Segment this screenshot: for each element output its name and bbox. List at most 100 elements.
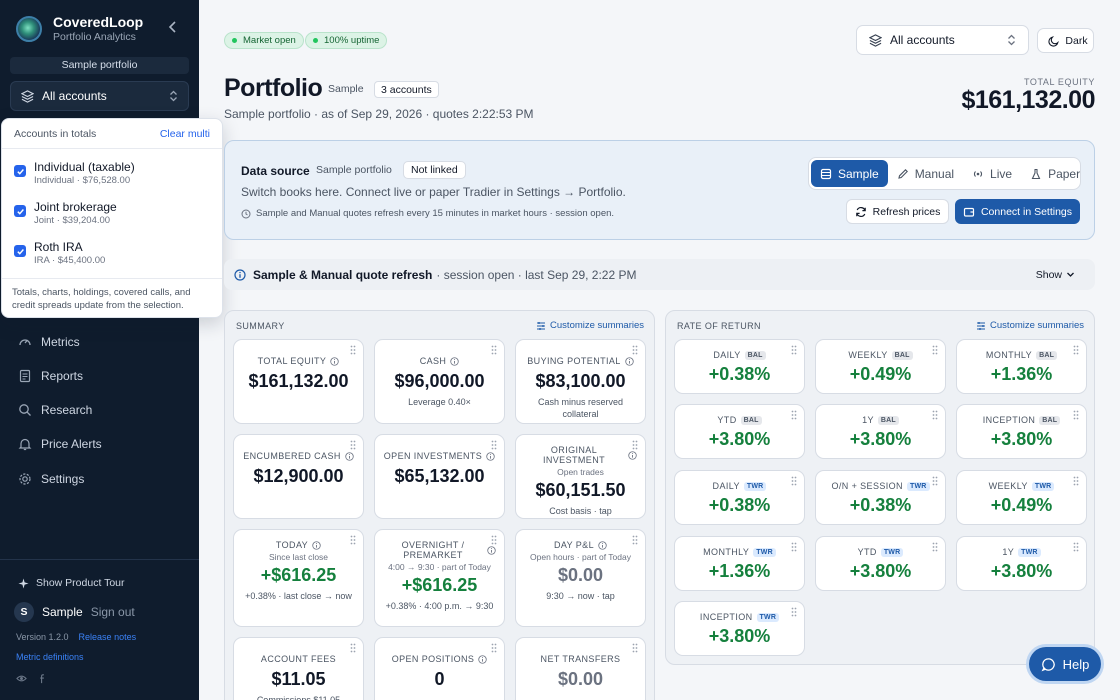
facebook-icon[interactable]: [37, 673, 48, 684]
drag-handle-icon[interactable]: [491, 345, 497, 355]
summary-card[interactable]: OPEN POSITIONS 0: [374, 637, 505, 700]
summary-card[interactable]: DAY P&L Open hours · part of Today $0.00 9:…: [515, 529, 646, 627]
account-option-roth[interactable]: Roth IRA IRA · $45,400.00: [14, 240, 105, 266]
info-icon[interactable]: [330, 356, 340, 366]
summary-card[interactable]: BUYING POTENTIAL $83,100.00 Cash minus res…: [515, 339, 646, 424]
summary-card[interactable]: TOTAL EQUITY $161,132.00: [233, 339, 364, 424]
clear-multi-button[interactable]: Clear multi: [159, 127, 210, 140]
drag-handle-icon[interactable]: [350, 345, 356, 355]
help-button[interactable]: Help: [1029, 647, 1101, 681]
drag-handle-icon[interactable]: [932, 410, 938, 420]
drag-handle-icon[interactable]: [632, 535, 638, 545]
drag-handle-icon[interactable]: [350, 535, 356, 545]
checkbox-checked[interactable]: [14, 205, 26, 217]
drag-handle-icon[interactable]: [791, 607, 797, 617]
release-notes-link[interactable]: Release notes: [78, 632, 137, 642]
return-card[interactable]: 1Y TWR +3.80%: [956, 536, 1087, 591]
return-card[interactable]: WEEKLY BAL +0.49%: [815, 339, 946, 394]
metric-definitions-link[interactable]: Metric definitions: [16, 652, 84, 662]
mode-sample-button[interactable]: Sample: [811, 160, 888, 187]
drag-handle-icon[interactable]: [350, 440, 356, 450]
summary-card[interactable]: NET TRANSFERS $0.00: [515, 637, 646, 700]
theme-toggle-button[interactable]: Dark: [1037, 28, 1094, 53]
product-tour-link[interactable]: Show Product Tour: [18, 577, 125, 589]
account-select[interactable]: All accounts: [856, 25, 1029, 55]
mode-live-button[interactable]: Live: [963, 160, 1021, 187]
connect-settings-button[interactable]: Connect in Settings: [955, 199, 1080, 224]
eye-icon[interactable]: [16, 673, 27, 684]
customize-summaries-button[interactable]: Customize summaries: [536, 320, 644, 331]
customize-returns-button[interactable]: Customize summaries: [976, 320, 1084, 331]
info-icon[interactable]: [487, 545, 496, 555]
info-icon[interactable]: [345, 451, 354, 461]
show-toggle[interactable]: Show: [1036, 269, 1075, 281]
drag-handle-icon[interactable]: [491, 643, 497, 653]
return-card[interactable]: DAILY BAL +0.38%: [674, 339, 805, 394]
brand[interactable]: CoveredLoop Portfolio Analytics: [16, 14, 143, 43]
mode-paper-button[interactable]: Paper: [1021, 160, 1089, 187]
return-card[interactable]: YTD TWR +3.80%: [815, 536, 946, 591]
return-card[interactable]: DAILY TWR +0.38%: [674, 470, 805, 525]
drag-handle-icon[interactable]: [1073, 345, 1079, 355]
refresh-prices-button[interactable]: Refresh prices: [846, 199, 949, 224]
return-card[interactable]: MONTHLY BAL +1.36%: [956, 339, 1087, 394]
sidebar-item-settings[interactable]: Settings: [0, 462, 199, 496]
drag-handle-icon[interactable]: [491, 440, 497, 450]
return-card[interactable]: YTD BAL +3.80%: [674, 404, 805, 459]
return-card[interactable]: INCEPTION TWR +3.80%: [674, 601, 805, 656]
summary-card[interactable]: OPEN INVESTMENTS $65,132.00: [374, 434, 505, 519]
return-card[interactable]: MONTHLY TWR +1.36%: [674, 536, 805, 591]
sidebar-item-research[interactable]: Research: [0, 393, 199, 427]
summary-card[interactable]: ORIGINAL INVESTMENT Open trades $60,151.50…: [515, 434, 646, 519]
info-icon[interactable]: [628, 450, 637, 460]
return-card-label-text: YTD: [857, 547, 877, 557]
drag-handle-icon[interactable]: [791, 410, 797, 420]
drag-handle-icon[interactable]: [1073, 410, 1079, 420]
summary-card[interactable]: ACCOUNT FEES $11.05 Commissions $11.05: [233, 637, 364, 700]
drag-handle-icon[interactable]: [1073, 542, 1079, 552]
return-card-value: +3.80%: [990, 561, 1053, 581]
summary-card[interactable]: CASH $96,000.00 Leverage 0.40×: [374, 339, 505, 424]
drag-handle-icon[interactable]: [932, 476, 938, 486]
return-card[interactable]: INCEPTION BAL +3.80%: [956, 404, 1087, 459]
return-card[interactable]: WEEKLY TWR +0.49%: [956, 470, 1087, 525]
info-icon[interactable]: [450, 356, 459, 366]
info-icon[interactable]: [598, 540, 607, 550]
summary-card[interactable]: TODAY Since last close +$616.25 +0.38% · la…: [233, 529, 364, 627]
drag-handle-icon[interactable]: [791, 345, 797, 355]
summary-card[interactable]: ENCUMBERED CASH $12,900.00: [233, 434, 364, 519]
sidebar-item-metrics[interactable]: Metrics: [0, 325, 199, 359]
drag-handle-icon[interactable]: [932, 542, 938, 552]
drag-handle-icon[interactable]: [791, 476, 797, 486]
info-icon[interactable]: [625, 356, 634, 366]
sidebar-item-reports[interactable]: Reports: [0, 359, 199, 393]
summary-card[interactable]: OVERNIGHT / PREMARKET 4:00 → 9:30 · part …: [374, 529, 505, 627]
flask-icon: [1031, 168, 1041, 179]
account-option-individual[interactable]: Individual (taxable) Individual · $76,528…: [14, 160, 135, 186]
mode-manual-button[interactable]: Manual: [888, 160, 963, 187]
info-icon[interactable]: [478, 654, 487, 664]
drag-handle-icon[interactable]: [1073, 476, 1079, 486]
quote-refresh-status: · session open · last Sep 29, 2:22 PM: [436, 267, 637, 282]
drag-handle-icon[interactable]: [791, 542, 797, 552]
collapse-sidebar-icon[interactable]: [168, 20, 178, 34]
drag-handle-icon[interactable]: [350, 643, 356, 653]
sidebar-account-select[interactable]: All accounts: [10, 81, 189, 111]
drag-handle-icon[interactable]: [632, 440, 638, 450]
checkbox-checked[interactable]: [14, 245, 26, 257]
wallet-icon: [963, 207, 975, 217]
sign-out-link[interactable]: Sign out: [90, 605, 135, 619]
account-option-joint[interactable]: Joint brokerage Joint · $39,204.00: [14, 200, 117, 226]
return-card[interactable]: O/N + SESSION TWR +0.38%: [815, 470, 946, 525]
info-icon[interactable]: [486, 451, 495, 461]
info-icon: [234, 268, 246, 281]
drag-handle-icon[interactable]: [632, 345, 638, 355]
summary-card-value: 0: [434, 669, 445, 689]
drag-handle-icon[interactable]: [632, 643, 638, 653]
drag-handle-icon[interactable]: [932, 345, 938, 355]
return-card[interactable]: 1Y BAL +3.80%: [815, 404, 946, 459]
info-icon[interactable]: [312, 540, 321, 550]
drag-handle-icon[interactable]: [491, 535, 497, 545]
sidebar-item-price-alerts[interactable]: Price Alerts: [0, 427, 199, 461]
checkbox-checked[interactable]: [14, 165, 26, 177]
